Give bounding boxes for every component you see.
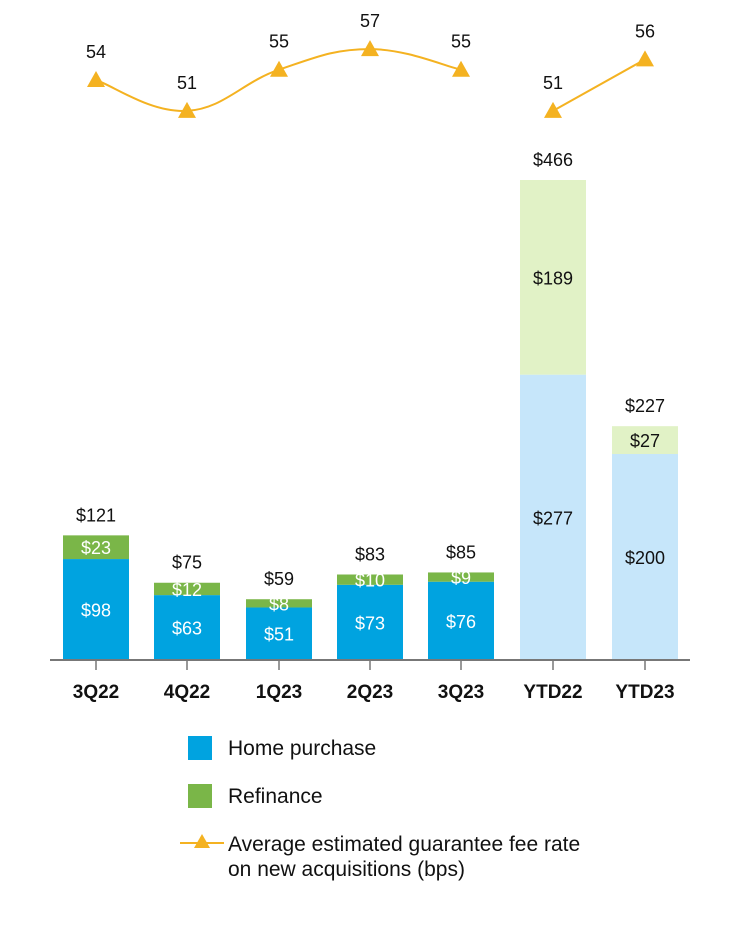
data-label-home-purchase-2Q23: $73 [355,613,385,633]
legend-swatch-home-purchase [188,736,212,760]
legend-label-refinance: Refinance [228,785,323,808]
data-label-refinance-2Q23: $10 [355,571,385,591]
fee-rate-marker-2Q23 [361,40,379,57]
fee-rate-label-2Q23: 57 [360,11,380,31]
fee-rate-marker-3Q23 [452,60,470,77]
x-tick-label-YTD23: YTD23 [615,682,674,703]
bar-home-purchase-3Q23 [428,581,494,660]
x-tick-label-1Q23: 1Q23 [256,682,302,703]
x-tick-label-4Q22: 4Q22 [164,682,210,703]
legend-item-fee-rate: Average estimated guarantee fee rate on … [180,826,700,881]
fee-rate-marker-4Q22 [178,101,196,118]
data-label-total-3Q23: $85 [446,542,476,562]
data-label-home-purchase-YTD22: $277 [533,508,573,528]
bar-refinance-3Q23 [428,572,494,582]
data-label-refinance-YTD22: $189 [533,268,573,288]
data-label-home-purchase-3Q23: $76 [446,612,476,632]
bar-home-purchase-2Q23 [337,584,403,660]
bar-refinance-2Q23 [337,574,403,585]
data-label-home-purchase-YTD23: $200 [625,548,665,568]
data-label-refinance-4Q22: $12 [172,580,202,600]
fee-rate-label-4Q22: 51 [177,73,197,93]
x-tick-label-YTD22: YTD22 [523,682,582,703]
data-label-total-1Q23: $59 [264,569,294,589]
fee-rate-marker-YTD23 [636,50,654,67]
fee-rate-label-YTD23: 56 [635,21,655,41]
data-label-total-YTD23: $227 [625,396,665,416]
bar-refinance-YTD23 [612,426,678,454]
x-tick-label-3Q23: 3Q23 [438,682,484,703]
legend-label-fee-rate: Average estimated guarantee fee rate on … [228,833,581,881]
data-label-home-purchase-4Q22: $63 [172,619,202,639]
data-label-refinance-1Q23: $8 [269,594,289,614]
bar-home-purchase-4Q22 [154,595,220,660]
bar-refinance-YTD22 [520,180,586,375]
data-label-total-4Q22: $75 [172,553,202,573]
chart: $98 $23 $121 3Q22 $63 $12 $75 4Q22 $51 $8 $59 1Q23 $… [50,11,690,703]
legend: Home purchase Refinance Average estimate… [180,730,700,881]
fee-rate-marker-1Q23 [270,60,288,77]
bar-home-purchase-YTD22 [520,374,586,660]
legend-label-home-purchase: Home purchase [228,737,377,760]
data-label-total-YTD22: $466 [533,150,573,170]
legend-swatch-refinance [188,784,212,808]
bar-home-purchase-3Q22 [63,559,129,660]
fee-rate-label-3Q23: 55 [451,32,471,52]
legend-swatch-fee-rate-line [180,834,224,848]
x-tick-label-2Q23: 2Q23 [347,682,393,703]
data-label-home-purchase-1Q23: $51 [264,625,294,645]
fee-rate-marker-YTD22 [544,101,562,118]
bar-refinance-4Q22 [154,582,220,596]
data-label-total-2Q23: $83 [355,545,385,565]
data-label-refinance-3Q23: $9 [451,568,471,588]
x-tick-label-3Q22: 3Q22 [73,682,119,703]
legend-item-refinance: Refinance [180,778,700,826]
bar-refinance-1Q23 [246,599,312,608]
data-label-refinance-3Q22: $23 [81,538,111,558]
fee-rate-line-segment-1 [95,48,462,112]
data-label-total-3Q22: $121 [76,505,116,525]
fee-rate-label-3Q22: 54 [86,42,106,62]
legend-item-home-purchase: Home purchase [180,730,700,778]
bar-refinance-3Q22 [63,535,129,560]
bar-home-purchase-1Q23 [246,607,312,660]
fee-rate-line-segment-2 [552,58,646,112]
bar-home-purchase-YTD23 [612,453,678,660]
fee-rate-label-YTD22: 51 [543,73,563,93]
data-label-home-purchase-3Q22: $98 [81,601,111,621]
fee-rate-marker-3Q22 [87,71,105,87]
fee-rate-label-1Q23: 55 [269,32,289,52]
data-label-refinance-YTD23: $27 [630,431,660,451]
